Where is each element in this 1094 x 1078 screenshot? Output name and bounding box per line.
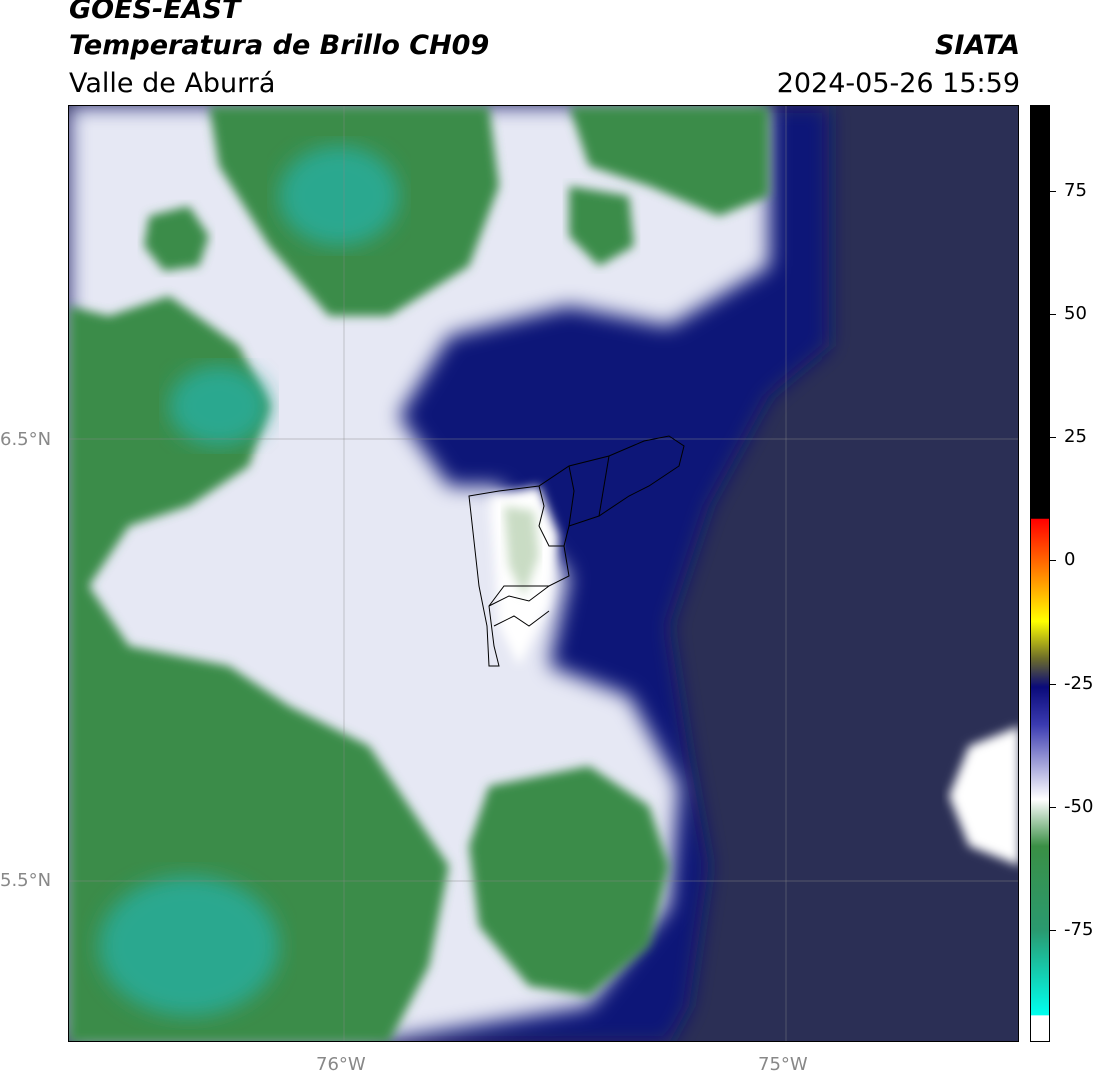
teal-core-3 bbox=[279, 146, 399, 246]
region-subtitle: Valle de Aburrá bbox=[69, 68, 276, 99]
green-region-west bbox=[69, 296, 449, 1041]
valley-green-area bbox=[504, 506, 539, 596]
satellite-title: GOES-EAST bbox=[69, 0, 241, 25]
colorbar-tick bbox=[1050, 560, 1056, 561]
green-region-northeast bbox=[569, 106, 769, 216]
lat-label-6.5: 6.5°N bbox=[0, 429, 52, 450]
green-cell-small bbox=[144, 206, 209, 271]
lon-label-75: 75°W bbox=[758, 1054, 808, 1075]
map-canvas bbox=[69, 106, 1018, 1041]
datetime-label: 2024-05-26 15:59 bbox=[776, 68, 1020, 99]
colorbar-label-minus75: -75 bbox=[1064, 919, 1094, 940]
municipal-boundaries bbox=[468, 435, 685, 667]
colorbar-label-25: 25 bbox=[1064, 426, 1087, 447]
colorbar-label-minus50: -50 bbox=[1064, 796, 1094, 817]
teal-core-1 bbox=[169, 366, 269, 446]
source-label: SIATA bbox=[934, 30, 1020, 61]
colorbar-tick bbox=[1050, 807, 1056, 808]
colorbar-tick bbox=[1050, 191, 1056, 192]
east-white-patch bbox=[949, 726, 1018, 866]
colorbar-tick bbox=[1050, 437, 1056, 438]
lat-label-5.5: 5.5°N bbox=[0, 870, 52, 891]
colorbar-tick bbox=[1050, 930, 1056, 931]
brightness-temperature-map[interactable] bbox=[68, 105, 1019, 1042]
colorbar-label-0: 0 bbox=[1064, 549, 1076, 570]
colorbar-gradient bbox=[1031, 106, 1049, 1041]
colorbar-tick bbox=[1050, 314, 1056, 315]
colorbar bbox=[1030, 105, 1050, 1042]
colorbar-label-75: 75 bbox=[1064, 180, 1087, 201]
green-cell-east bbox=[569, 186, 634, 266]
colorbar-label-50: 50 bbox=[1064, 303, 1087, 324]
product-title: Temperatura de Brillo CH09 bbox=[69, 30, 490, 61]
teal-core-2 bbox=[99, 876, 279, 1016]
lon-label-76: 76°W bbox=[316, 1054, 366, 1075]
colorbar-tick bbox=[1050, 684, 1056, 685]
colorbar-label-minus25: -25 bbox=[1064, 673, 1094, 694]
